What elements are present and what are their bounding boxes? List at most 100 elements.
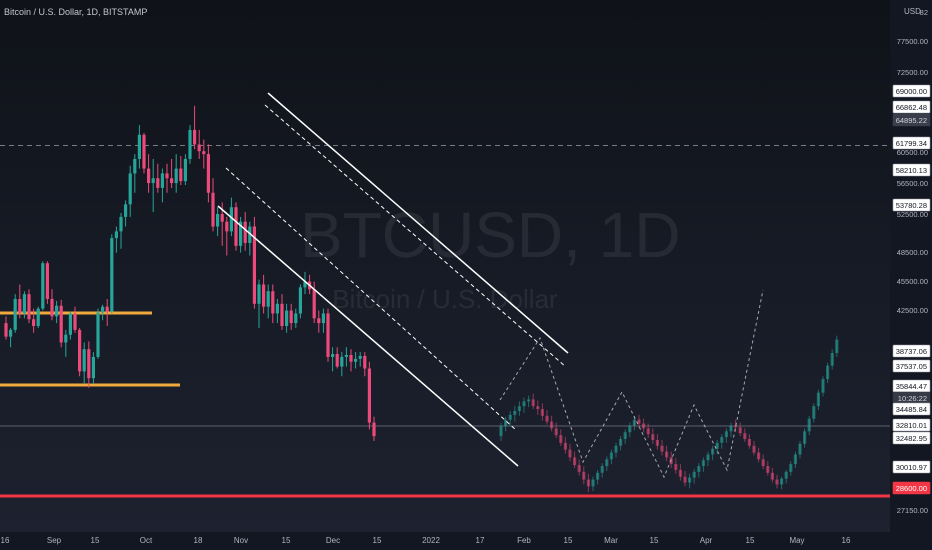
- time-axis-tick[interactable]: 16: [842, 536, 851, 545]
- price-label-box[interactable]: [892, 136, 931, 150]
- historical-candle[interactable]: [252, 226, 256, 304]
- time-axis-tick[interactable]: Sep: [47, 536, 62, 545]
- price-label[interactable]: 37537.05: [896, 362, 927, 371]
- projected-candle[interactable]: [554, 428, 558, 436]
- projected-candle[interactable]: [527, 399, 531, 402]
- historical-candle[interactable]: [262, 284, 266, 307]
- historical-candle[interactable]: [55, 305, 59, 317]
- historical-candle[interactable]: [358, 355, 362, 359]
- historical-candle[interactable]: [354, 358, 358, 362]
- price-label[interactable]: 30010.97: [896, 463, 927, 472]
- historical-candle[interactable]: [335, 354, 339, 367]
- historical-candle[interactable]: [229, 207, 233, 232]
- projected-candle[interactable]: [715, 442, 719, 449]
- price-axis-tick[interactable]: 82: [920, 8, 928, 17]
- projected-candle[interactable]: [665, 451, 669, 458]
- time-axis-tick[interactable]: Feb: [517, 536, 531, 545]
- historical-candle[interactable]: [275, 303, 279, 314]
- price-label-box[interactable]: [892, 198, 931, 212]
- historical-candle[interactable]: [87, 349, 91, 379]
- historical-candle[interactable]: [216, 213, 220, 227]
- projected-candle[interactable]: [816, 392, 820, 407]
- historical-candle[interactable]: [372, 422, 376, 437]
- projected-candle[interactable]: [761, 459, 765, 467]
- projected-candle[interactable]: [651, 434, 655, 440]
- time-axis-tick[interactable]: 17: [476, 536, 485, 545]
- historical-candle[interactable]: [285, 310, 289, 327]
- projected-candle[interactable]: [536, 406, 540, 410]
- time-axis-tick[interactable]: 16: [1, 536, 10, 545]
- price-axis-tick[interactable]: 60500.00: [897, 148, 928, 157]
- projected-candle[interactable]: [605, 459, 609, 467]
- price-label-box[interactable]: [892, 163, 931, 177]
- time-axis-tick[interactable]: Apr: [700, 536, 713, 545]
- price-label[interactable]: 32482.95: [896, 434, 927, 443]
- time-axis-tick[interactable]: May: [789, 536, 804, 545]
- projected-candle[interactable]: [655, 439, 659, 446]
- historical-candle[interactable]: [142, 134, 146, 169]
- price-label[interactable]: 35844.47: [896, 382, 927, 391]
- price-axis-tick[interactable]: 77500.00: [897, 37, 928, 46]
- projected-candle[interactable]: [798, 443, 802, 455]
- historical-candle[interactable]: [349, 354, 353, 362]
- projected-candle[interactable]: [609, 452, 613, 460]
- price-label-box[interactable]: [892, 359, 931, 373]
- projected-candle[interactable]: [807, 418, 811, 432]
- time-axis-tick[interactable]: 2022: [422, 536, 440, 545]
- historical-candle[interactable]: [367, 368, 371, 423]
- last-price-label[interactable]: 64895.22: [896, 116, 927, 125]
- projected-candle[interactable]: [738, 427, 742, 434]
- price-axis-tick[interactable]: 52500.00: [897, 210, 928, 219]
- projected-candle[interactable]: [711, 448, 715, 455]
- historical-candle[interactable]: [82, 349, 86, 372]
- historical-candle[interactable]: [280, 303, 284, 327]
- red-level-label[interactable]: 28600.00: [896, 484, 927, 493]
- historical-candle[interactable]: [331, 354, 335, 357]
- projected-candle[interactable]: [724, 431, 728, 438]
- historical-candle[interactable]: [225, 221, 229, 232]
- historical-candle[interactable]: [197, 144, 201, 152]
- projected-candle[interactable]: [688, 477, 692, 483]
- historical-candle[interactable]: [183, 158, 187, 182]
- historical-candle[interactable]: [68, 313, 72, 335]
- historical-candle[interactable]: [147, 168, 151, 184]
- historical-candle[interactable]: [321, 313, 325, 324]
- time-axis-tick[interactable]: 18: [194, 536, 203, 545]
- projected-candle[interactable]: [789, 464, 793, 472]
- projected-candle[interactable]: [559, 435, 563, 443]
- projected-candle[interactable]: [619, 439, 623, 446]
- projected-candle[interactable]: [600, 466, 604, 473]
- historical-candle[interactable]: [4, 323, 8, 337]
- price-label[interactable]: 61799.34: [896, 139, 927, 148]
- historical-candle[interactable]: [239, 221, 243, 246]
- historical-candle[interactable]: [234, 207, 238, 246]
- projected-candle[interactable]: [743, 433, 747, 440]
- historical-candle[interactable]: [59, 305, 63, 343]
- price-label[interactable]: 38737.06: [896, 347, 927, 356]
- projected-candle[interactable]: [803, 431, 807, 444]
- historical-candle[interactable]: [317, 318, 321, 324]
- price-label-box[interactable]: [892, 431, 931, 445]
- projected-candle[interactable]: [642, 423, 646, 429]
- projected-candle[interactable]: [582, 471, 586, 480]
- historical-candle[interactable]: [202, 151, 206, 155]
- historical-candle[interactable]: [124, 204, 128, 217]
- historical-candle[interactable]: [105, 306, 109, 312]
- historical-candle[interactable]: [119, 216, 123, 232]
- projected-candle[interactable]: [504, 419, 508, 427]
- historical-candle[interactable]: [50, 298, 54, 317]
- historical-candle[interactable]: [13, 298, 17, 330]
- historical-candle[interactable]: [312, 289, 316, 319]
- historical-candle[interactable]: [298, 287, 302, 314]
- historical-candle[interactable]: [73, 313, 77, 330]
- projected-candle[interactable]: [747, 439, 751, 446]
- price-axis-tick[interactable]: 72500.00: [897, 68, 928, 77]
- projected-candle[interactable]: [734, 425, 738, 428]
- price-label-box[interactable]: [892, 344, 931, 358]
- red-level-label-box[interactable]: [892, 481, 931, 495]
- projected-candle[interactable]: [720, 437, 724, 443]
- historical-candle[interactable]: [32, 319, 36, 327]
- historical-candle[interactable]: [289, 310, 293, 324]
- historical-candle[interactable]: [344, 354, 348, 357]
- projected-candle[interactable]: [697, 466, 701, 472]
